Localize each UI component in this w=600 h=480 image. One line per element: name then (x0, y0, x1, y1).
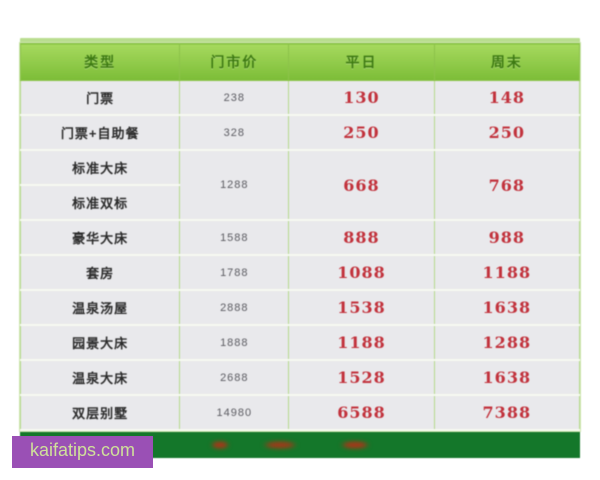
weekend-price-cell: 250 (433, 114, 581, 151)
row-label-cell: 豪华大床 (19, 219, 181, 256)
weekday-price-cell: 6588 (288, 394, 435, 431)
list-price-cell: 14980 (179, 394, 290, 431)
watermark: kaifatips.com (12, 436, 154, 468)
illegible-red-text (205, 439, 395, 451)
weekday-price-cell: 888 (288, 219, 435, 256)
table-row: 温泉大床 2688 1528 1638 (19, 359, 581, 396)
row-label-cell: 门票+自助餐 (19, 114, 181, 151)
row-label-cell: 标准大床 (19, 149, 181, 186)
weekday-price-cell: 1188 (288, 324, 435, 361)
weekend-price-cell: 1288 (433, 324, 581, 361)
row-label-cell: 温泉大床 (19, 359, 181, 396)
weekend-price-cell: 988 (433, 219, 581, 256)
row-label-cell: 门票 (19, 80, 181, 116)
weekday-price-cell: 130 (288, 80, 435, 116)
table-row: 双层别墅 14980 6588 7388 (19, 394, 581, 431)
list-price-cell: 328 (179, 114, 290, 151)
list-price-cell: 2888 (179, 289, 290, 326)
watermark-text: kaifatips.com (30, 440, 136, 460)
price-table-body: 门票 238 130 148 门票+自助餐 328 250 250 标准大床 1288 668 768… (19, 80, 581, 431)
table-row: 标准大床 1288 668 768 (19, 149, 581, 221)
table-row: 套房 1788 1088 1188 (19, 254, 581, 291)
row-label-cell: 标准双标 (19, 184, 181, 221)
price-table-header: 类型 门市价 平日 周末 (19, 43, 581, 81)
header-type: 类型 (19, 43, 181, 81)
list-price-cell: 1588 (179, 219, 290, 256)
row-label-cell: 套房 (19, 254, 181, 291)
weekend-price-cell: 1188 (433, 254, 581, 291)
weekend-price-cell: 148 (433, 80, 581, 116)
weekend-price-cell: 1638 (433, 289, 581, 326)
table-row: 门票 238 130 148 (19, 80, 581, 116)
list-price-cell: 238 (179, 80, 290, 116)
weekday-price-cell: 1528 (288, 359, 435, 396)
weekday-price-cell: 1538 (288, 289, 435, 326)
header-weekend: 周末 (433, 43, 581, 81)
top-green-strip (20, 38, 580, 43)
table-row: 园景大床 1888 1188 1288 (19, 324, 581, 361)
table-row: 门票+自助餐 328 250 250 (19, 114, 581, 151)
weekday-price-cell: 668 (288, 149, 435, 221)
weekday-price-cell: 250 (288, 114, 435, 151)
row-label-cell: 园景大床 (19, 324, 181, 361)
table-row: 标准双标 (19, 184, 580, 221)
weekend-price-cell: 1638 (433, 359, 581, 396)
list-price-cell: 2688 (179, 359, 290, 396)
header-weekday: 平日 (288, 43, 435, 81)
table-row: 豪华大床 1588 888 988 (19, 219, 581, 256)
list-price-cell: 1888 (179, 324, 290, 361)
header-list-price: 门市价 (179, 43, 290, 81)
price-table: 类型 门市价 平日 周末 门票 238 130 148 门票+自助餐 328 250 250 标… (19, 43, 581, 431)
price-table-image: 类型 门市价 平日 周末 门票 238 130 148 门票+自助餐 328 250 250 标… (19, 38, 581, 458)
weekday-price-cell: 1088 (288, 254, 435, 291)
row-label-cell: 温泉汤屋 (19, 289, 181, 326)
weekend-price-cell: 7388 (433, 394, 581, 431)
table-row: 温泉汤屋 2888 1538 1638 (19, 289, 581, 326)
list-price-cell: 1288 (179, 149, 290, 221)
list-price-cell: 1788 (179, 254, 290, 291)
weekend-price-cell: 768 (433, 149, 581, 221)
row-label-cell: 双层别墅 (19, 394, 181, 431)
